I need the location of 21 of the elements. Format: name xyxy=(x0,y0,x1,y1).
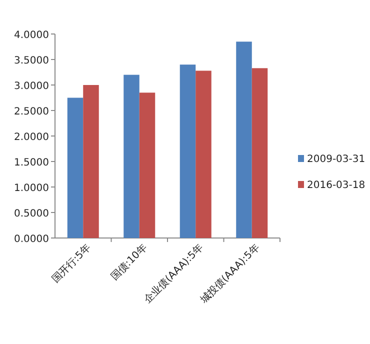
x-tick-label: 国开行:5年 xyxy=(50,242,94,286)
bar xyxy=(67,98,84,238)
y-tick-label: 3.5000 xyxy=(14,56,49,66)
legend-label: 2016-03-18 xyxy=(307,180,366,191)
y-tick-label: 1.5000 xyxy=(14,158,49,168)
y-tick-label: 1.0000 xyxy=(14,183,49,194)
bar xyxy=(83,85,99,238)
y-tick-label: 0.0000 xyxy=(14,234,49,245)
y-tick-label: 4.0000 xyxy=(14,30,49,41)
bar xyxy=(139,92,156,238)
legend-label: 2009-03-31 xyxy=(307,154,366,165)
bar xyxy=(252,68,268,238)
bar xyxy=(180,64,196,238)
y-tick-label: 0.5000 xyxy=(14,208,49,220)
bar xyxy=(236,42,252,238)
x-tick-label: 国债:10年 xyxy=(108,242,150,283)
y-tick-label: 3.0000 xyxy=(14,81,49,92)
y-tick-label: 2.5000 xyxy=(14,106,49,118)
bar xyxy=(196,70,212,238)
y-tick-label: 2.0000 xyxy=(14,132,49,143)
bar xyxy=(124,74,140,238)
